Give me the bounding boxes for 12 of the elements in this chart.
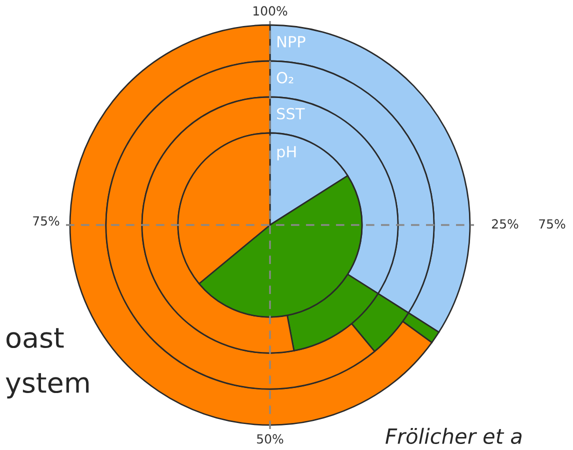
- text: 100%: [254, 6, 288, 16]
- text: 25%: [492, 219, 518, 229]
- text: ystem: [6, 373, 89, 398]
- text: 75%: [539, 219, 566, 229]
- slice-label: NPP: [278, 36, 306, 48]
- text: oast: [6, 328, 64, 348]
- text: Frölicher et a: [386, 428, 522, 444]
- text: 75%: [33, 216, 60, 226]
- slice-label: O₂: [276, 72, 294, 84]
- slice-label: pH: [277, 146, 296, 160]
- slice-label: SST: [277, 108, 305, 120]
- text: 50%: [257, 434, 284, 444]
